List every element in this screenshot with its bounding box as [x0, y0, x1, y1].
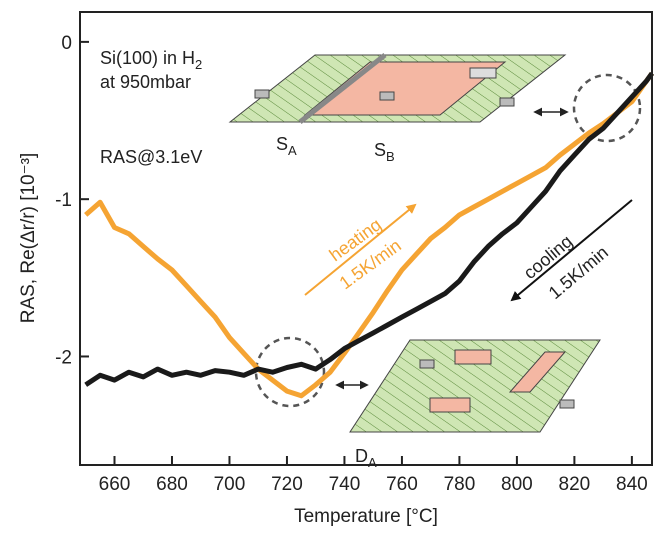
x-tick-label: 820 [559, 474, 591, 495]
annotation: RAS@3.1eV [100, 147, 202, 167]
x-tick-label: 660 [99, 474, 131, 495]
y-tick-label: -2 [55, 347, 72, 368]
highlight-circle [572, 73, 642, 143]
y-axis-label: RAS, Re(Δr/r) [10⁻³] [18, 153, 39, 324]
x-tick-label: 760 [386, 474, 418, 495]
y-tick-label: 0 [61, 33, 72, 54]
heating-arrow [304, 203, 417, 296]
annotation: at 950mbar [100, 72, 191, 92]
x-tick-label: 840 [616, 474, 648, 495]
x-tick-label: 740 [329, 474, 361, 495]
x-tick-label: 720 [271, 474, 303, 495]
series-line [84, 71, 655, 387]
x-tick-label: 700 [214, 474, 246, 495]
annotation: Si(100) in H2 [100, 48, 202, 72]
annotation: DA [355, 446, 377, 470]
x-tick-label: 680 [156, 474, 188, 495]
y-tick-label: -1 [55, 190, 72, 211]
plot-frame [79, 11, 653, 466]
annotation: SB [374, 140, 395, 164]
inset-top [228, 53, 567, 124]
cooling-arrow [510, 199, 633, 302]
series-line [84, 71, 655, 399]
x-tick-label: 800 [501, 474, 533, 495]
x-tick-label: 780 [444, 474, 476, 495]
highlight-circle [254, 336, 326, 408]
annotation: SA [276, 134, 297, 158]
inset-bottom [349, 339, 601, 433]
x-axis-label: Temperature [°C] [294, 506, 438, 527]
